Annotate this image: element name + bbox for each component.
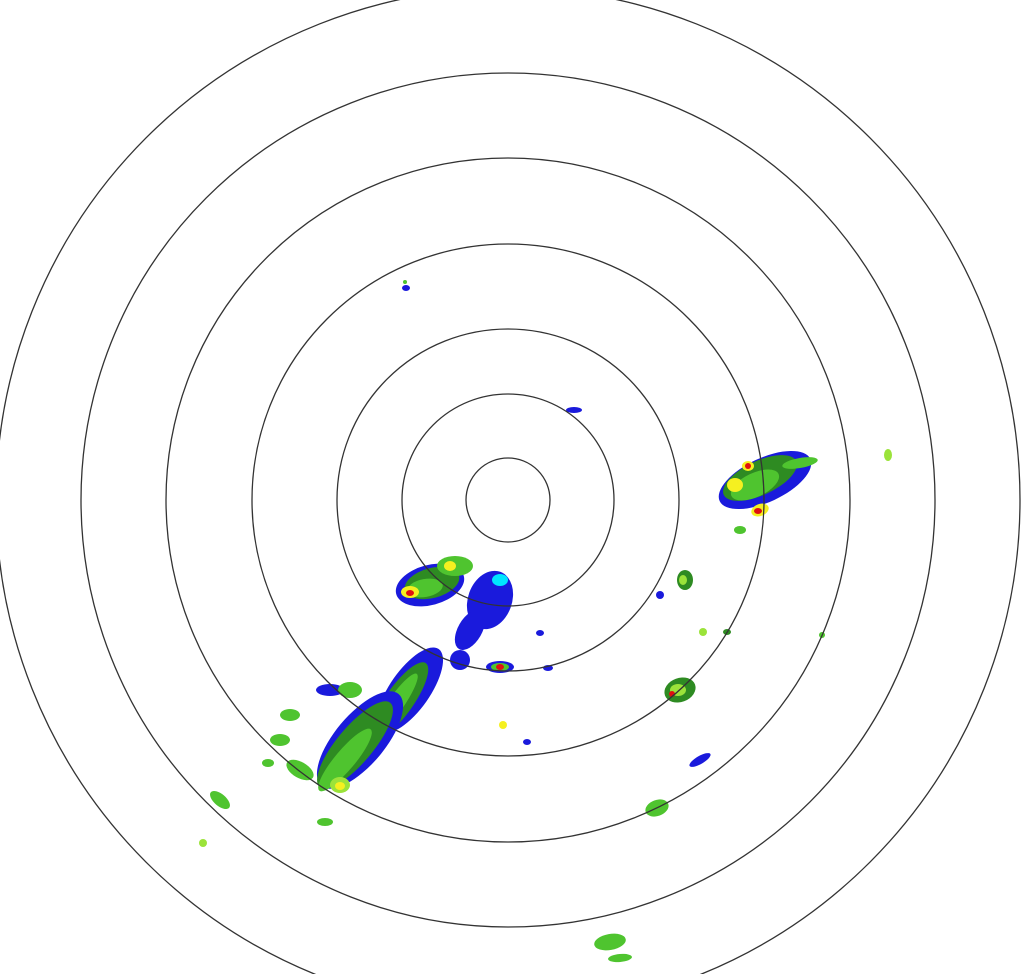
echo-light bbox=[402, 285, 410, 291]
echo-light_green bbox=[884, 449, 892, 461]
echo-light_green bbox=[199, 839, 207, 847]
echo-red bbox=[754, 508, 762, 514]
echo-light_green bbox=[679, 575, 687, 585]
echo-light bbox=[454, 610, 486, 650]
range-ring-2 bbox=[401, 393, 615, 607]
echo-green bbox=[262, 759, 274, 767]
echo-green bbox=[270, 734, 290, 746]
echo-yellow bbox=[444, 561, 456, 571]
echo-green bbox=[318, 728, 372, 792]
echo-light bbox=[450, 650, 470, 670]
echo-green bbox=[210, 791, 230, 809]
echo-light_green bbox=[699, 628, 707, 636]
echo-yellow bbox=[499, 721, 507, 729]
range-ring-4 bbox=[251, 243, 765, 757]
echo-red bbox=[745, 463, 751, 469]
echo-yellow bbox=[335, 782, 345, 790]
range-ring-1 bbox=[465, 457, 551, 543]
echo-red bbox=[406, 590, 414, 596]
echo-green bbox=[280, 709, 300, 721]
echo-green bbox=[403, 280, 407, 284]
echo-green bbox=[608, 953, 632, 963]
echo-yellow bbox=[727, 478, 743, 492]
echo-light bbox=[316, 684, 344, 696]
echo-light bbox=[566, 407, 582, 413]
range-ring-3 bbox=[336, 328, 680, 672]
echo-light bbox=[523, 739, 531, 745]
echo-light bbox=[689, 753, 711, 767]
echo-green bbox=[338, 682, 362, 698]
echo-red bbox=[496, 664, 504, 670]
echo-cyan bbox=[492, 574, 508, 586]
echo-green bbox=[782, 457, 818, 469]
range-ring-5 bbox=[165, 157, 851, 843]
precipitation-echoes bbox=[199, 280, 892, 963]
range-ring-6 bbox=[80, 72, 936, 928]
echo-light bbox=[536, 630, 544, 636]
echo-light bbox=[656, 591, 664, 599]
echo-green bbox=[286, 759, 314, 781]
echo-green bbox=[317, 818, 333, 826]
echo-green bbox=[594, 933, 626, 951]
echo-green bbox=[734, 526, 746, 534]
echo-green bbox=[730, 469, 780, 501]
